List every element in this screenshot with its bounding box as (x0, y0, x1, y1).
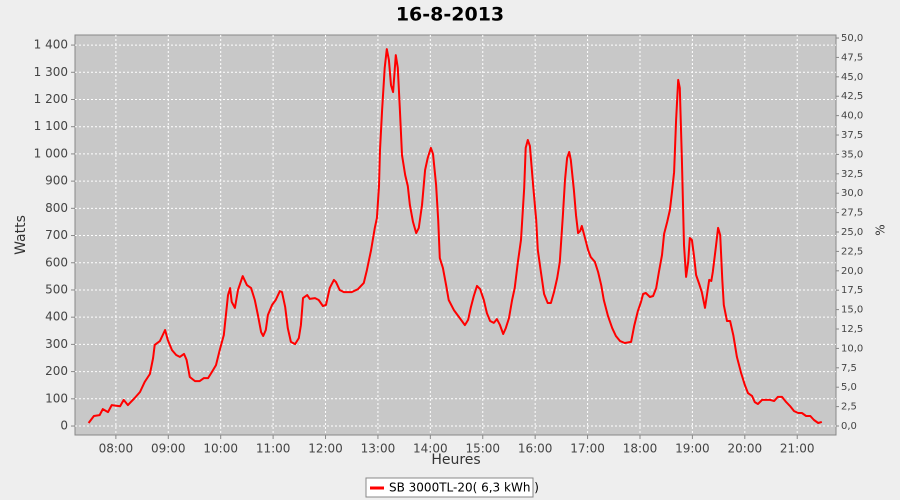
y-tick-label: 0 (60, 419, 68, 433)
x-tick-label: 08:00 (99, 442, 134, 456)
y-tick-label: 500 (45, 282, 68, 296)
y-tick-label: 200 (45, 364, 68, 378)
x-axis-label: Heures (431, 452, 480, 468)
y-tick-label: 100 (45, 391, 68, 405)
y2-tick-label: 40,0 (841, 111, 863, 122)
y-tick-label: 900 (45, 174, 68, 188)
y-tick-label: 400 (45, 310, 68, 324)
x-tick-label: 09:00 (151, 442, 186, 456)
y2-tick-label: 15,0 (841, 305, 863, 316)
x-tick-label: 18:00 (623, 442, 658, 456)
y-axis-label: Watts (13, 215, 29, 255)
x-tick-label: 20:00 (728, 442, 763, 456)
y2-tick-label: 42,5 (841, 91, 863, 102)
y2-tick-label: 25,0 (841, 227, 863, 238)
plot-area (74, 34, 837, 436)
y2-tick-label: 32,5 (841, 169, 863, 180)
y-tick-label: 300 (45, 337, 68, 351)
y2-tick-label: 22,5 (841, 246, 863, 257)
legend (365, 477, 534, 498)
x-tick-label: 14:00 (413, 442, 448, 456)
legend-label: SB 3000TL-20( 6,3 kWh ) (389, 481, 539, 495)
x-tick-label: 15:00 (465, 442, 500, 456)
y-tick-label: 700 (45, 228, 68, 242)
x-tick-label: 13:00 (361, 442, 396, 456)
y2-tick-label: 35,0 (841, 149, 863, 160)
y2-tick-label: 50,0 (841, 33, 863, 44)
y2-tick-label: 30,0 (841, 188, 863, 199)
y2-tick-label: 7,5 (841, 363, 857, 374)
x-tick-label: 19:00 (675, 442, 710, 456)
y-tick-label: 1 100 (34, 119, 68, 133)
y2-tick-label: 5,0 (841, 382, 857, 393)
y-tick-label: 600 (45, 255, 68, 269)
y-tick-label: 1 000 (34, 146, 68, 160)
y2-tick-label: 47,5 (841, 52, 863, 63)
y-tick-label: 1 400 (34, 38, 68, 52)
y2-tick-label: 45,0 (841, 72, 863, 83)
y2-tick-label: 0,0 (841, 421, 857, 432)
y2-tick-label: 27,5 (841, 208, 863, 219)
y-tick-label: 1 200 (34, 92, 68, 106)
y2-tick-label: 2,5 (841, 402, 857, 413)
x-tick-label: 12:00 (308, 442, 343, 456)
x-tick-label: 16:00 (518, 442, 553, 456)
y2-tick-label: 17,5 (841, 285, 863, 296)
series-line (87, 48, 823, 424)
y2-tick-label: 37,5 (841, 130, 863, 141)
x-tick-label: 10:00 (203, 442, 238, 456)
y-tick-label: 1 300 (34, 65, 68, 79)
x-tick-label: 17:00 (570, 442, 605, 456)
y-tick-label: 800 (45, 201, 68, 215)
y2-axis-label: % (874, 224, 888, 235)
y2-tick-label: 20,0 (841, 266, 863, 277)
x-tick-label: 11:00 (256, 442, 291, 456)
chart-title: 16-8-2013 (396, 4, 504, 26)
y2-tick-label: 10,0 (841, 343, 863, 354)
x-tick-label: 21:00 (780, 442, 815, 456)
y2-tick-label: 12,5 (841, 324, 863, 335)
